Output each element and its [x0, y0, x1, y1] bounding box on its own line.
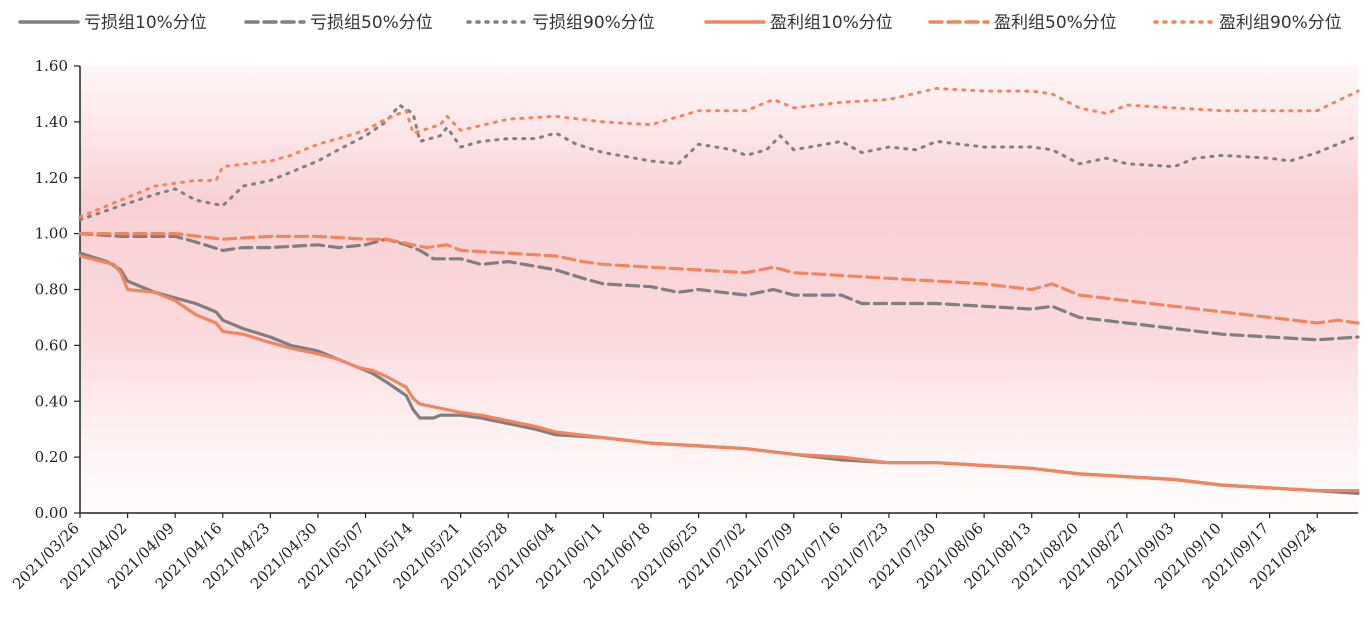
legend-label-4: 盈利组10%分位 — [770, 13, 893, 33]
legend-label-5: 盈利组50%分位 — [994, 13, 1117, 33]
legend-label-1: 亏损组10%分位 — [84, 13, 207, 33]
x-axis: 2021/03/262021/04/022021/04/092021/04/16… — [9, 512, 1358, 593]
y-tick-label: 0.60 — [35, 336, 68, 354]
legend-label-3: 亏损组90%分位 — [532, 13, 655, 33]
y-tick-label: 1.40 — [35, 113, 68, 131]
legend: 亏损组10%分位 亏损组50%分位 亏损组90%分位 盈利组10%分位 盈利组50%分位… — [18, 13, 1342, 33]
series-line-6 — [78, 86, 1360, 219]
y-axis: 0.00 0.20 0.40 0.60 0.80 1.00 1.20 1.40 1.60 — [35, 57, 81, 522]
y-tick-label: 0.40 — [35, 392, 68, 410]
legend-label-2: 亏损组50%分位 — [310, 13, 433, 33]
y-tick-label: 1.20 — [35, 169, 68, 187]
legend-label-6: 盈利组90%分位 — [1219, 13, 1342, 33]
series-line-3 — [78, 103, 1360, 222]
series-group — [78, 86, 1360, 495]
plot-background — [80, 66, 1358, 513]
y-tick-label: 0.80 — [35, 281, 68, 299]
y-tick-label: 1.00 — [35, 225, 68, 243]
series-line-2 — [78, 232, 1360, 342]
y-tick-label: 1.60 — [35, 57, 68, 75]
y-tick-label: 0.00 — [35, 504, 68, 522]
series-line-5 — [78, 232, 1360, 325]
y-tick-label: 0.20 — [35, 448, 68, 466]
series-line-4 — [78, 254, 1360, 493]
